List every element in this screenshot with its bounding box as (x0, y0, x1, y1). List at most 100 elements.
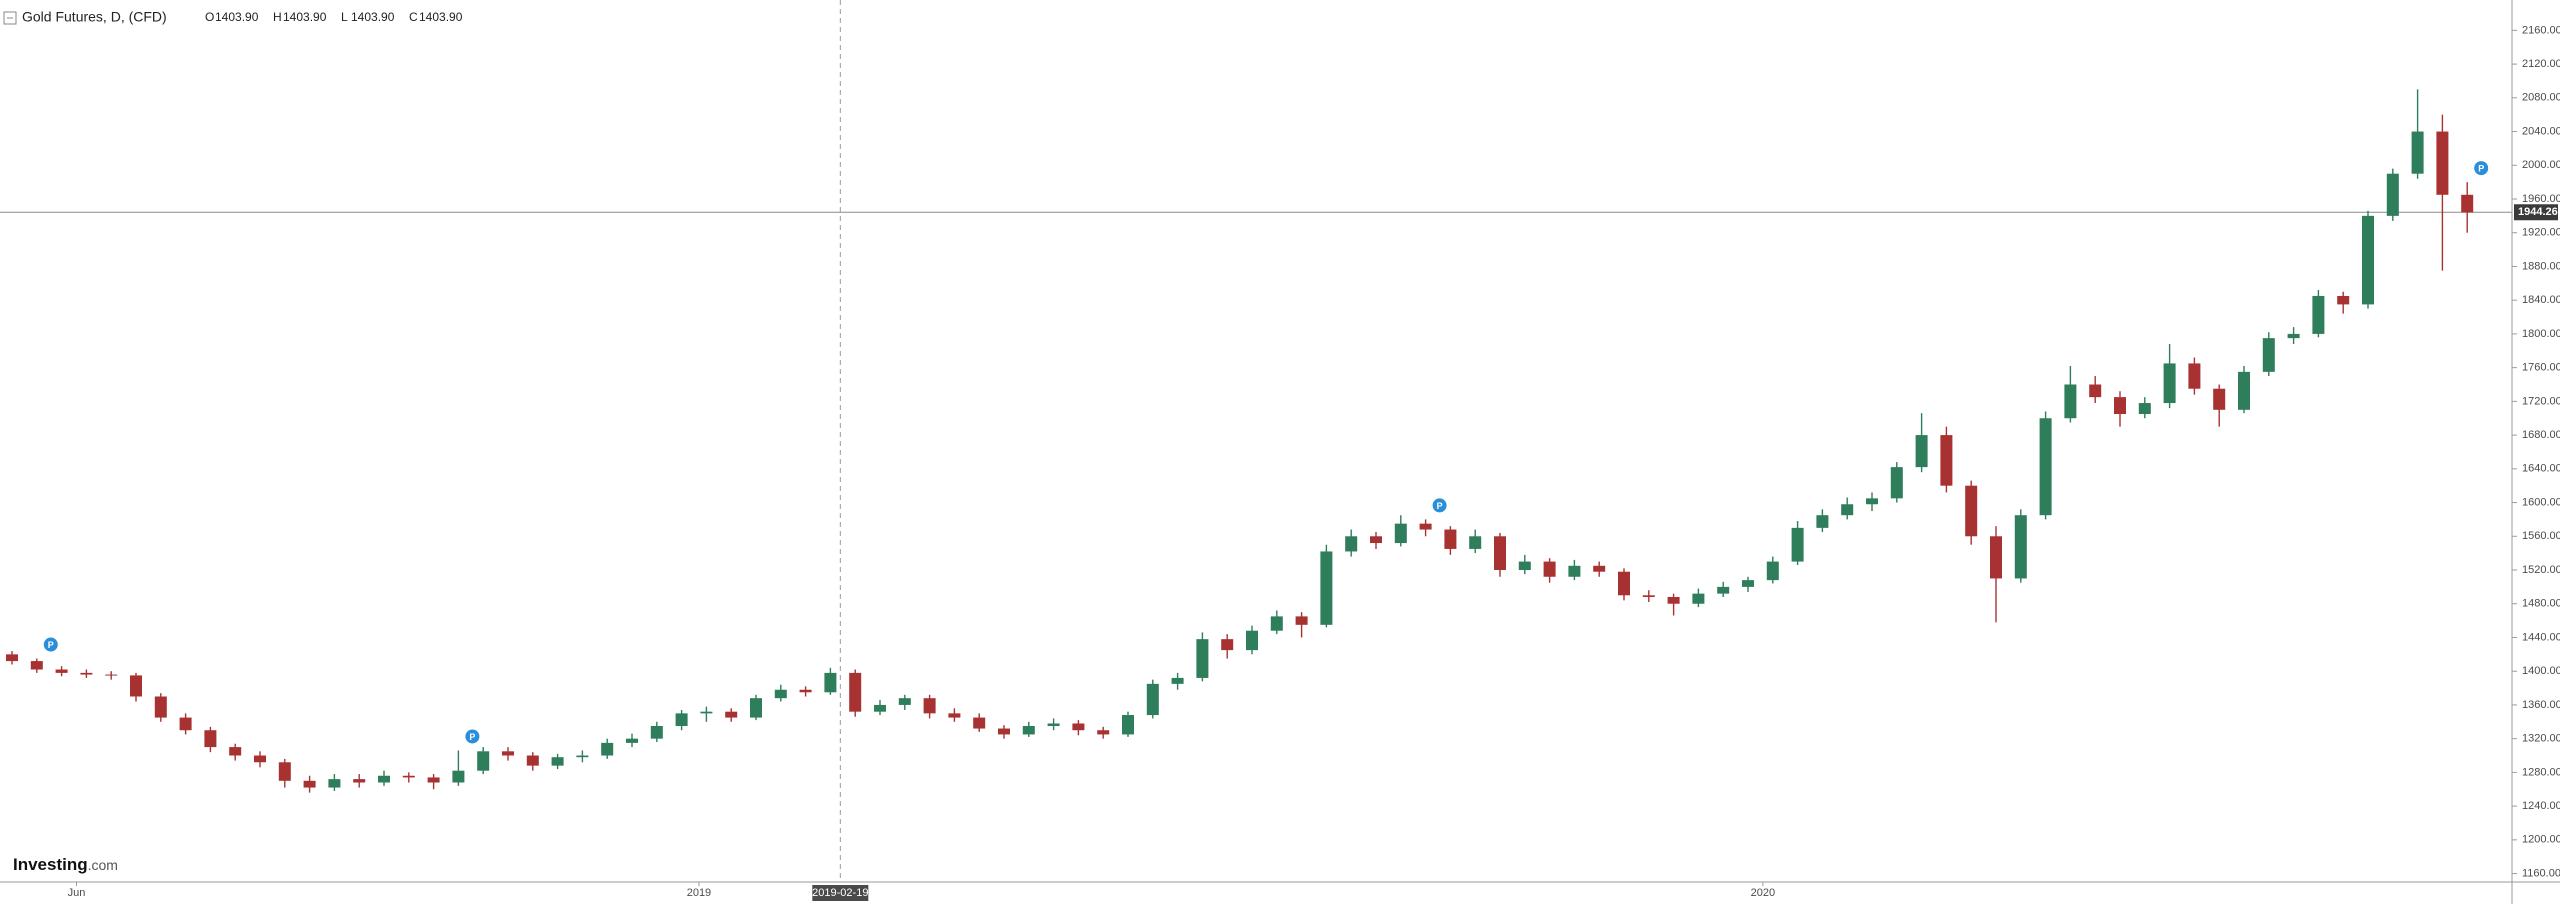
candle-body (2386, 173, 2399, 216)
y-tick-label: 2080.00 (2522, 92, 2560, 104)
y-tick-label: 1720.00 (2522, 395, 2560, 407)
y-tick-label: 1520.00 (2522, 564, 2560, 576)
event-marker[interactable] (465, 729, 480, 744)
candle-body (2014, 515, 2027, 579)
candle-body (824, 672, 837, 693)
candle-body (1965, 485, 1978, 537)
candle-body (2337, 295, 2350, 305)
candle-body (1890, 467, 1903, 499)
y-tick-label: 1800.00 (2522, 328, 2560, 340)
candle-body (675, 713, 688, 727)
y-tick-label: 1160.00 (2522, 867, 2560, 879)
ohlc-key: L (341, 10, 348, 24)
event-marker[interactable] (1432, 498, 1447, 513)
candle-body (1940, 435, 1953, 486)
candle-body (1866, 498, 1878, 505)
candle-body (1816, 515, 1829, 528)
candle-body (1568, 565, 1581, 577)
candle-body (1221, 639, 1234, 651)
candle-body (849, 672, 862, 712)
candle-body (774, 689, 787, 699)
candle-body (923, 698, 936, 714)
x-tick-label: 2019-02-19 (812, 887, 868, 899)
candle-body (1122, 715, 1134, 735)
y-tick-label: 2040.00 (2522, 125, 2560, 137)
candle-body (130, 675, 142, 697)
event-marker[interactable] (43, 637, 58, 652)
event-marker-label: P (1437, 501, 1443, 511)
candle-body (1667, 596, 1680, 604)
candle-body (328, 779, 341, 788)
y-tick-label: 1200.00 (2522, 834, 2560, 846)
ohlc-value: 1403.90 (283, 10, 327, 24)
x-tick-label: 2019 (687, 887, 711, 899)
ohlc-legend: O 1403.90 H 1403.90 L 1403.90 C 1403.90 (205, 10, 463, 24)
candle-body (1841, 504, 1854, 516)
candle-body (2238, 371, 2250, 410)
last-price-box (2514, 204, 2558, 221)
y-tick-label: 1920.00 (2522, 227, 2560, 239)
candle-body (750, 698, 762, 718)
candle-body (2213, 388, 2226, 410)
chart-title: Gold Futures, D, (CFD) (22, 9, 167, 25)
y-tick-label: 1600.00 (2522, 496, 2560, 508)
candle-body (601, 742, 614, 756)
event-marker-label: P (48, 640, 54, 650)
candle-body (179, 717, 192, 731)
y-tick-label: 2000.00 (2522, 159, 2560, 171)
candle-body (576, 755, 589, 758)
candle-body (2436, 131, 2449, 195)
y-tick-label: 1640.00 (2522, 463, 2560, 475)
candle-body (154, 696, 167, 718)
y-tick-label: 1560.00 (2522, 530, 2560, 542)
candle-body (2411, 131, 2424, 174)
logo-brand: Investing (13, 855, 88, 874)
candle-body (1072, 723, 1085, 731)
candle-body (1469, 536, 1482, 549)
candle-body (626, 738, 638, 743)
candle-body (2461, 194, 2474, 213)
collapse-icon[interactable] (3, 11, 17, 25)
candle-body (1717, 586, 1730, 594)
ohlc-value: 1403.90 (215, 10, 259, 24)
candle-body (1146, 683, 1159, 716)
ohlc-key: O (205, 10, 214, 24)
candle-body (402, 775, 415, 778)
candle-body (55, 669, 68, 673)
x-tick-label: 2020 (1751, 887, 1775, 899)
ohlc-key: H (273, 10, 282, 24)
candle-body (1915, 435, 1928, 468)
candle-body (998, 728, 1010, 735)
candle-body (526, 755, 539, 766)
candle-body (452, 770, 465, 783)
event-marker[interactable] (2474, 161, 2489, 176)
y-tick-label: 1960.00 (2522, 193, 2560, 205)
y-tick-label: 1480.00 (2522, 598, 2560, 610)
candle-body (1270, 616, 1283, 631)
x-tick-label: Jun (68, 887, 86, 899)
crosshair-label-box (812, 885, 869, 901)
candle-body (1097, 730, 1110, 735)
candle-body (2089, 384, 2102, 398)
candle-layer: P P P P (6, 89, 2489, 793)
candle-body (1370, 536, 1382, 544)
candle-body (1593, 565, 1606, 572)
candle-body (303, 780, 316, 788)
candle-body (1394, 523, 1407, 544)
candle-body (502, 751, 514, 756)
candle-body (898, 698, 911, 705)
ohlc-value: 1403.90 (351, 10, 395, 24)
candle-body (2188, 363, 2201, 389)
candle-body (1518, 561, 1531, 571)
candle-body (650, 726, 663, 739)
candle-body (1618, 571, 1630, 596)
candle-body (973, 717, 986, 729)
y-tick-label: 1440.00 (2522, 631, 2560, 643)
y-tick-label: 1320.00 (2522, 733, 2560, 745)
candle-body (1444, 529, 1457, 549)
candle-body (1766, 561, 1779, 581)
candle-body (1419, 523, 1432, 530)
